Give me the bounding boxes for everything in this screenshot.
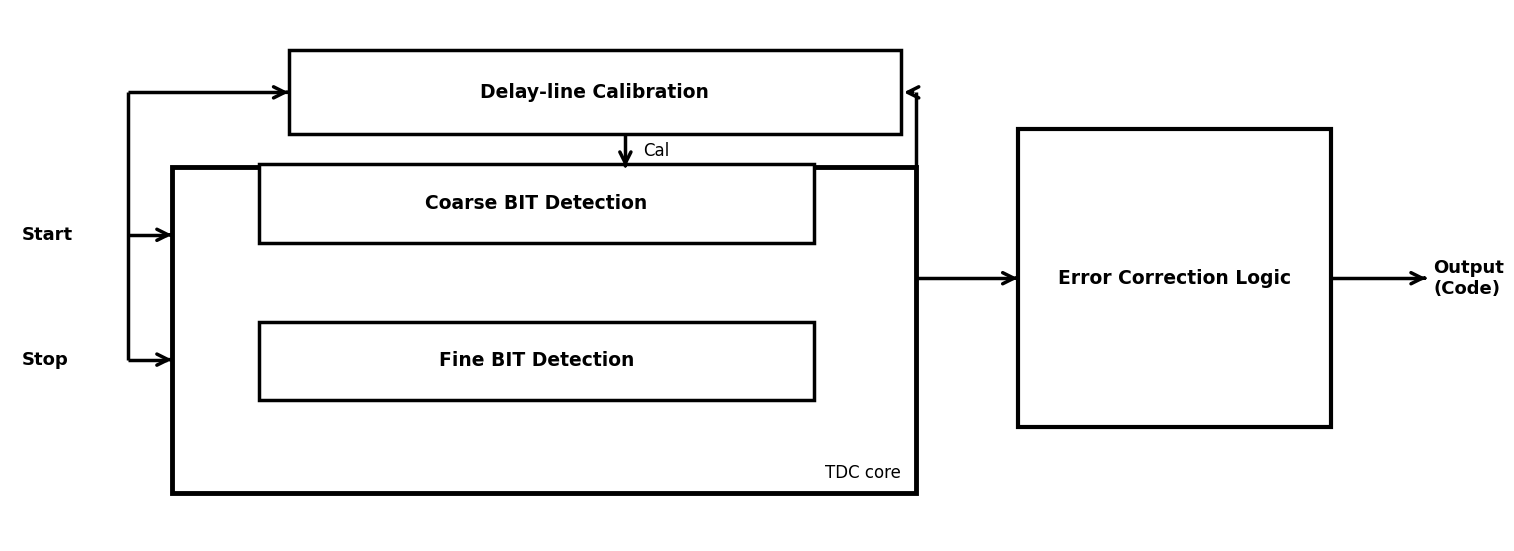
FancyBboxPatch shape (259, 164, 813, 243)
Text: Cal: Cal (643, 142, 669, 160)
FancyBboxPatch shape (259, 322, 813, 401)
FancyBboxPatch shape (173, 167, 916, 493)
Text: Stop: Stop (21, 350, 68, 369)
Text: Error Correction Logic: Error Correction Logic (1058, 269, 1291, 288)
Text: Coarse BIT Detection: Coarse BIT Detection (425, 194, 648, 213)
FancyBboxPatch shape (1017, 129, 1331, 428)
Text: Delay-line Calibration: Delay-line Calibration (480, 83, 709, 102)
FancyBboxPatch shape (289, 50, 901, 134)
Text: Fine BIT Detection: Fine BIT Detection (439, 352, 634, 370)
Text: Start: Start (21, 226, 73, 244)
Text: TDC core: TDC core (825, 464, 901, 482)
Text: Output
(Code): Output (Code) (1434, 259, 1503, 298)
